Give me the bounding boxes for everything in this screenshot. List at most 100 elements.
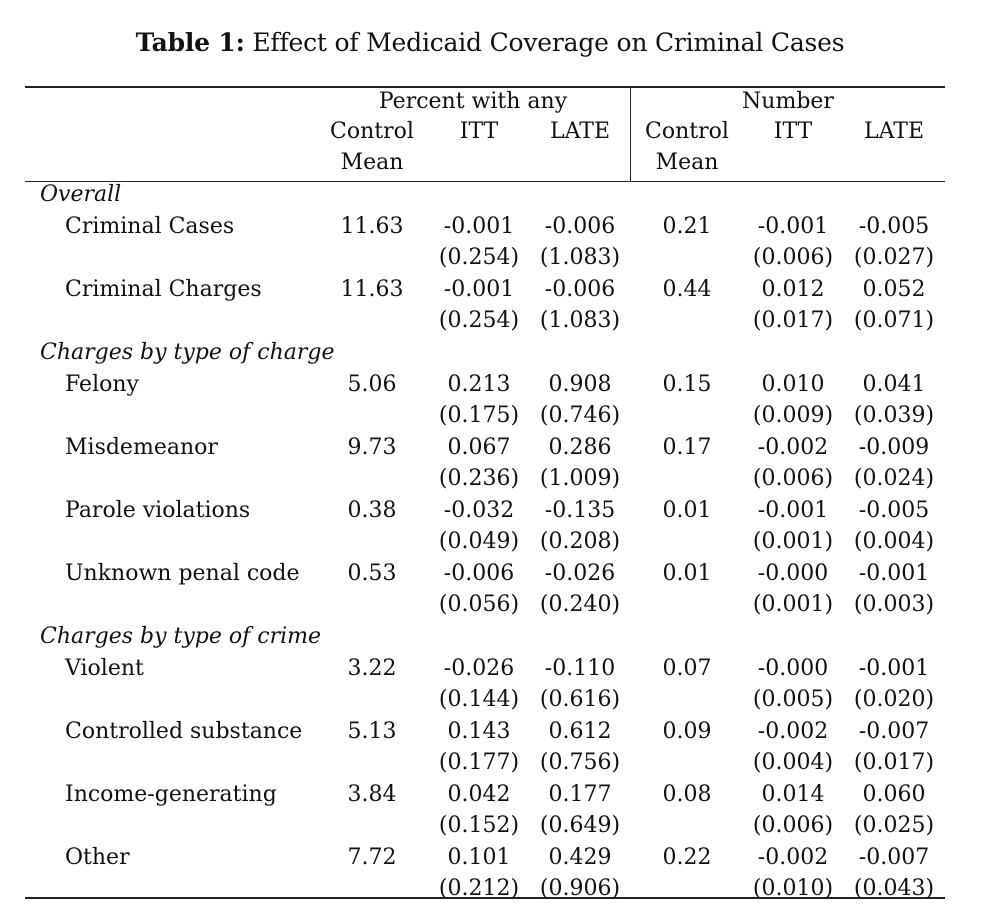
estimate-cell: 0.01 [662, 498, 712, 523]
stderr-cell: (0.027) [853, 245, 935, 270]
column-header: LATE [863, 119, 925, 144]
estimate-cell: 3.22 [347, 656, 397, 681]
estimate-cell: 0.101 [447, 845, 511, 870]
stderr-cell: (0.004) [853, 529, 935, 554]
stderr-cell: (1.083) [539, 308, 621, 333]
estimate-cell: 0.177 [548, 782, 612, 807]
estimate-cell: 0.060 [862, 782, 926, 807]
estimate-cell: 0.010 [761, 372, 825, 397]
estimate-cell: -0.032 [443, 498, 515, 523]
stderr-cell: (0.056) [438, 592, 520, 617]
stderr-cell: (0.009) [752, 403, 834, 428]
row-label: Unknown penal code [65, 561, 300, 586]
stderr-cell: (0.746) [539, 403, 621, 428]
stderr-cell: (0.236) [438, 466, 520, 491]
stderr-cell: (0.616) [539, 687, 621, 712]
estimate-cell: -0.001 [858, 561, 930, 586]
estimate-cell: -0.026 [544, 561, 616, 586]
column-header: ITT [773, 119, 813, 144]
estimate-cell: 5.13 [347, 719, 397, 744]
estimate-cell: -0.002 [757, 845, 829, 870]
row-label: Criminal Cases [65, 214, 235, 239]
row-label: Parole violations [65, 498, 251, 523]
estimate-cell: 0.908 [548, 372, 612, 397]
stderr-cell: (0.175) [438, 403, 520, 428]
estimate-cell: -0.000 [757, 656, 829, 681]
estimate-cell: 0.429 [548, 845, 612, 870]
row-label: Felony [65, 372, 139, 397]
estimate-cell: 0.041 [862, 372, 926, 397]
estimate-cell: 0.22 [662, 845, 712, 870]
column-header: ITT [459, 119, 499, 144]
stderr-cell: (0.043) [853, 876, 935, 901]
estimate-cell: -0.007 [858, 719, 930, 744]
estimate-cell: -0.007 [858, 845, 930, 870]
estimate-cell: 3.84 [347, 782, 397, 807]
stderr-cell: (0.071) [853, 308, 935, 333]
stderr-cell: (0.017) [752, 308, 834, 333]
column-header: Control [645, 119, 729, 144]
stderr-cell: (0.049) [438, 529, 520, 554]
table-caption: Table 1: Effect of Medicaid Coverage on … [0, 28, 980, 57]
estimate-cell: 0.052 [862, 277, 926, 302]
estimate-cell: -0.110 [544, 656, 616, 681]
estimate-cell: 9.73 [347, 435, 397, 460]
estimate-cell: 0.44 [662, 277, 712, 302]
group-header-number: Number [742, 89, 834, 114]
estimate-cell: 0.014 [761, 782, 825, 807]
estimate-cell: 0.08 [662, 782, 712, 807]
stderr-cell: (1.009) [539, 466, 621, 491]
estimate-cell: -0.005 [858, 498, 930, 523]
column-header-sub: Mean [655, 150, 719, 175]
top-rule [25, 86, 945, 88]
row-label: Violent [65, 656, 144, 681]
stderr-cell: (0.254) [438, 308, 520, 333]
estimate-cell: -0.006 [544, 277, 616, 302]
stderr-cell: (0.254) [438, 245, 520, 270]
estimate-cell: -0.009 [858, 435, 930, 460]
estimate-cell: 0.286 [548, 435, 612, 460]
estimate-cell: 0.012 [761, 277, 825, 302]
estimate-cell: -0.135 [544, 498, 616, 523]
estimate-cell: -0.005 [858, 214, 930, 239]
group-header-percent: Percent with any [378, 89, 568, 114]
estimate-cell: 11.63 [340, 214, 404, 239]
column-header-sub: Mean [340, 150, 404, 175]
estimate-cell: 7.72 [347, 845, 397, 870]
column-header: Control [330, 119, 414, 144]
estimate-cell: -0.000 [757, 561, 829, 586]
estimate-cell: 0.07 [662, 656, 712, 681]
section-title: Charges by type of charge [40, 340, 335, 365]
estimate-cell: 0.213 [447, 372, 511, 397]
stderr-cell: (0.004) [752, 750, 834, 775]
estimate-cell: 0.612 [548, 719, 612, 744]
estimate-cell: 0.21 [662, 214, 712, 239]
stderr-cell: (0.212) [438, 876, 520, 901]
header-rule [25, 181, 945, 183]
estimate-cell: -0.001 [858, 656, 930, 681]
estimate-cell: 0.17 [662, 435, 712, 460]
estimate-cell: -0.001 [757, 498, 829, 523]
table-label: Table 1: [135, 28, 245, 57]
stderr-cell: (0.906) [539, 876, 621, 901]
stderr-cell: (0.152) [438, 813, 520, 838]
estimate-cell: 0.01 [662, 561, 712, 586]
estimate-cell: 0.15 [662, 372, 712, 397]
stderr-cell: (0.003) [853, 592, 935, 617]
stderr-cell: (0.240) [539, 592, 621, 617]
stderr-cell: (0.005) [752, 687, 834, 712]
estimate-cell: -0.001 [443, 214, 515, 239]
estimate-cell: -0.002 [757, 719, 829, 744]
estimate-cell: -0.026 [443, 656, 515, 681]
stderr-cell: (0.006) [752, 813, 834, 838]
stderr-cell: (1.083) [539, 245, 621, 270]
table-title: Effect of Medicaid Coverage on Criminal … [252, 28, 845, 57]
bottom-rule [25, 897, 945, 899]
stderr-cell: (0.025) [853, 813, 935, 838]
stderr-cell: (0.006) [752, 466, 834, 491]
stderr-cell: (0.144) [438, 687, 520, 712]
row-label: Income-generating [65, 782, 277, 807]
row-label: Other [65, 845, 130, 870]
estimate-cell: -0.006 [544, 214, 616, 239]
